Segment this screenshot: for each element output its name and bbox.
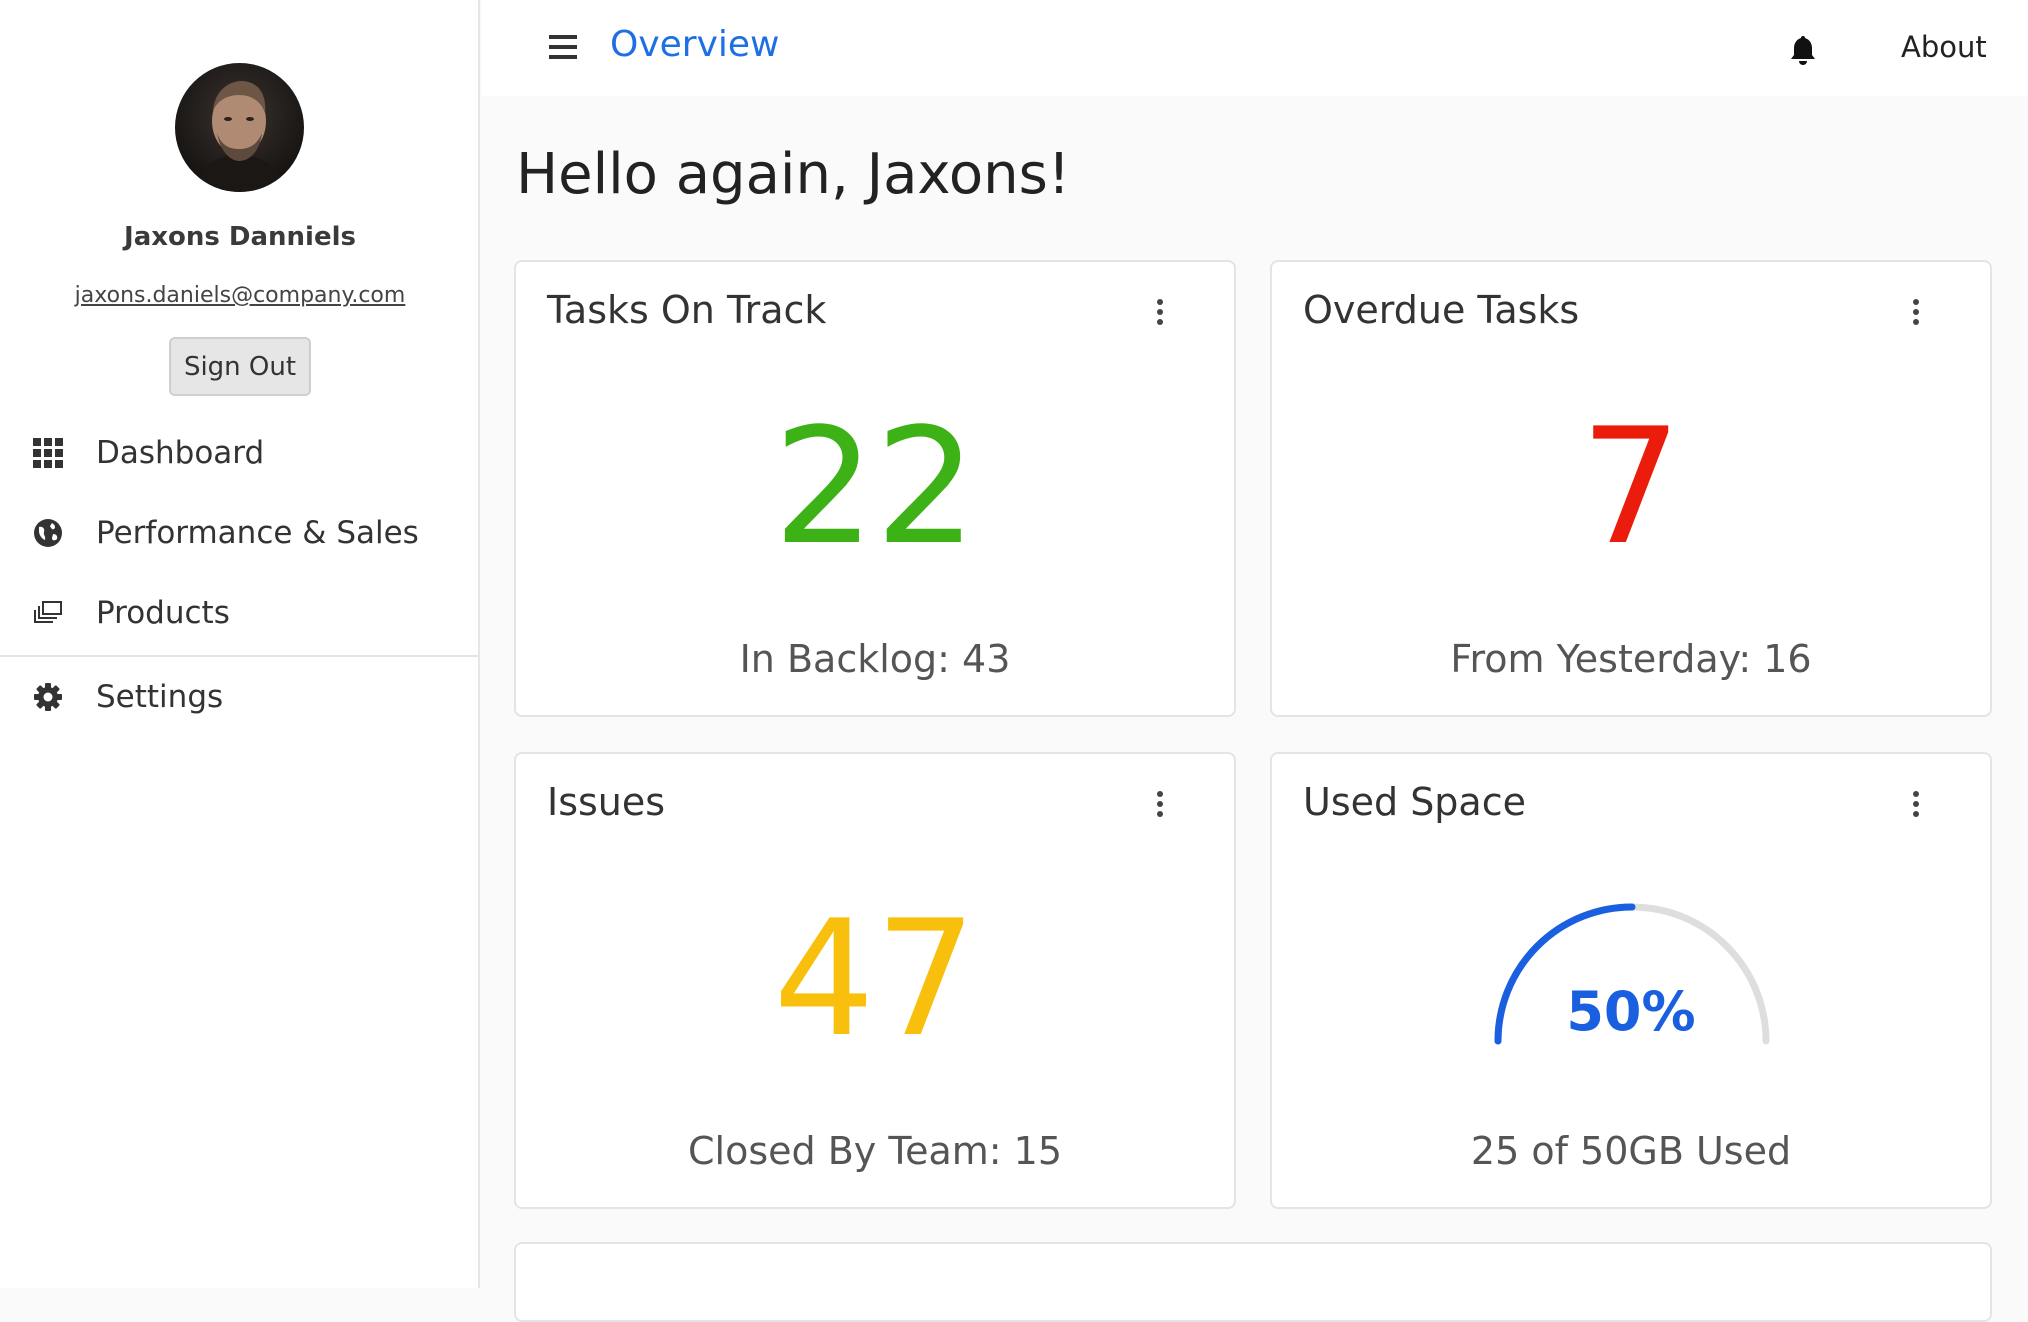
card-value: 22 — [773, 393, 977, 580]
top-bar: Overview About — [482, 0, 2028, 96]
hamburger-menu-icon[interactable] — [548, 32, 578, 62]
layers-icon — [33, 598, 63, 628]
card-subtitle: In Backlog: 43 — [739, 637, 1011, 681]
card-subtitle: From Yesterday: 16 — [1450, 637, 1812, 681]
card-title: Overdue Tasks — [1303, 288, 1580, 332]
globe-icon — [33, 518, 63, 548]
about-link[interactable]: About — [1901, 30, 1987, 64]
card-value: 47 — [773, 885, 977, 1072]
card-title: Issues — [547, 780, 666, 824]
sidebar: Jaxons Danniels jaxons.daniels@company.c… — [0, 0, 480, 1288]
more-vertical-icon[interactable] — [1146, 786, 1174, 826]
user-email-link[interactable]: jaxons.daniels@company.com — [74, 283, 406, 308]
card-value: 7 — [1580, 393, 1682, 580]
avatar[interactable] — [175, 63, 304, 192]
more-vertical-icon[interactable] — [1902, 294, 1930, 334]
card-title: Tasks On Track — [547, 288, 827, 332]
card-used-space: Used Space 50% 25 of 50GB Used — [1270, 752, 1992, 1209]
nav-item-label: Settings — [96, 679, 224, 715]
card-title: Used Space — [1303, 780, 1526, 824]
nav-item-performance-sales[interactable]: Performance & Sales — [0, 498, 480, 568]
page-title: Overview — [610, 24, 780, 65]
user-name: Jaxons Danniels — [124, 222, 356, 252]
card-subtitle: Closed By Team: 15 — [687, 1129, 1063, 1173]
card-subtitle: 25 of 50GB Used — [1470, 1129, 1792, 1173]
more-vertical-icon[interactable] — [1902, 786, 1930, 826]
gauge-value: 50% — [1566, 980, 1696, 1043]
nav-item-label: Dashboard — [96, 435, 265, 471]
card-overdue-tasks: Overdue Tasks 7 From Yesterday: 16 — [1270, 260, 1992, 717]
nav-item-label: Performance & Sales — [96, 515, 419, 551]
nav-divider — [0, 655, 480, 657]
nav-item-label: Products — [96, 595, 230, 631]
storage-gauge — [1494, 903, 1770, 1045]
nav-item-dashboard[interactable]: Dashboard — [0, 418, 480, 488]
bell-icon[interactable] — [1788, 34, 1818, 66]
card-issues: Issues 47 Closed By Team: 15 — [514, 752, 1236, 1209]
gauge-fill — [1494, 903, 1636, 1045]
nav-item-settings[interactable]: Settings — [0, 662, 480, 732]
card-tasks-on-track: Tasks On Track 22 In Backlog: 43 — [514, 260, 1236, 717]
more-vertical-icon[interactable] — [1146, 294, 1174, 334]
gear-icon — [33, 682, 63, 712]
sign-out-button[interactable]: Sign Out — [169, 337, 311, 396]
greeting-heading: Hello again, Jaxons! — [516, 142, 1071, 207]
grid-icon — [33, 438, 63, 468]
card-partial-bottom — [514, 1242, 1992, 1322]
nav-item-products[interactable]: Products — [0, 578, 480, 648]
